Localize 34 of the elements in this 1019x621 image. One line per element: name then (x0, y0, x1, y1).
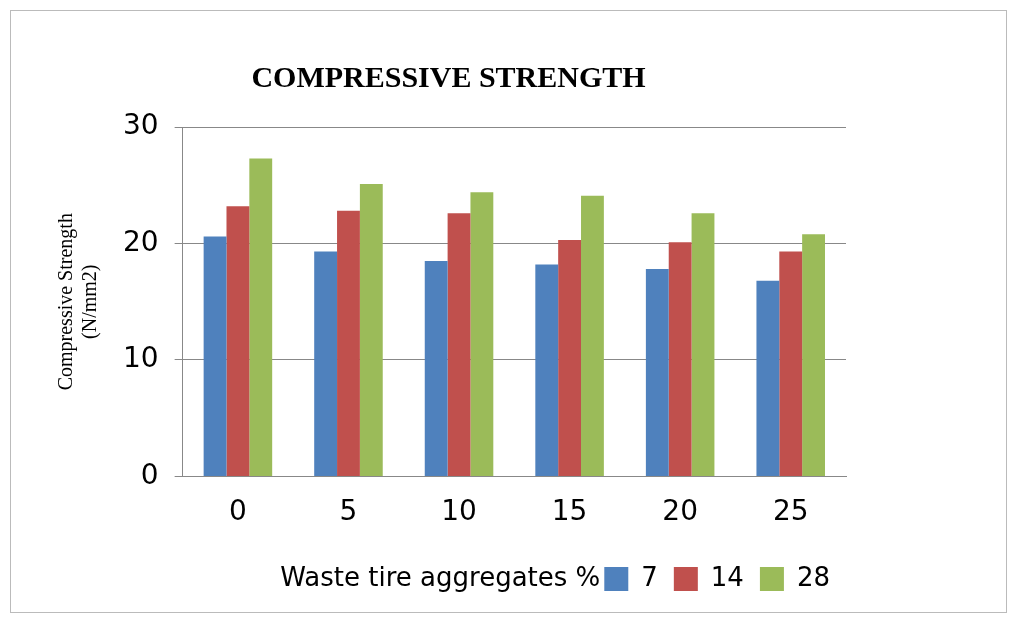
x-tick-label: 20 (662, 494, 698, 528)
bar (691, 213, 715, 476)
legend-label: 28 (796, 561, 831, 592)
y-tick-label: 10 (122, 341, 159, 375)
x-tick-label: 25 (772, 494, 809, 528)
bar (226, 206, 250, 476)
bar (779, 251, 803, 476)
bar (424, 260, 448, 476)
bar (203, 236, 227, 476)
chart-title: COMPRESSIVE STRENGTH (251, 59, 646, 93)
y-tick-label: 30 (122, 108, 159, 142)
x-tick-label: 5 (339, 494, 358, 528)
legend-label: 7 (641, 561, 658, 592)
bar (558, 239, 582, 476)
legend-label: 14 (710, 561, 744, 592)
bar (756, 280, 780, 476)
bar (645, 269, 669, 476)
x-tick-label: 0 (229, 494, 247, 528)
y-axis-title: Compressive Strength (N/mm2) (54, 213, 102, 391)
bar (470, 192, 494, 476)
bar (249, 158, 273, 476)
bar (314, 251, 338, 476)
y-tick-label: 0 (140, 457, 159, 491)
bar (581, 195, 604, 476)
y-tick-label: 20 (122, 224, 159, 258)
x-axis-title: Waste tire aggregates % (280, 561, 601, 592)
x-tick-label: 10 (441, 494, 477, 528)
bar (668, 242, 692, 476)
bar (337, 210, 360, 476)
bar (447, 213, 471, 476)
bar (802, 234, 825, 476)
x-tick-label: 15 (551, 494, 588, 528)
bar (535, 264, 559, 476)
bar (359, 184, 383, 476)
